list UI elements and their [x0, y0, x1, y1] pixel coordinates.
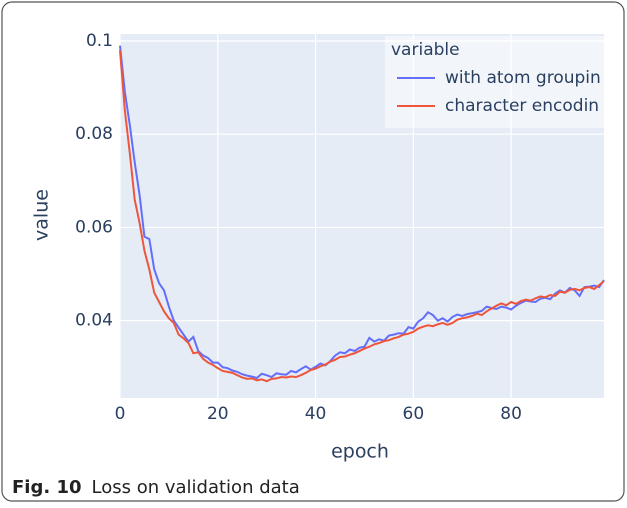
caption: Fig. 10 Loss on validation data — [12, 477, 300, 498]
legend: variable with atom groupin character encod… — [385, 36, 604, 128]
x-tick-label: 40 — [305, 404, 327, 424]
y-tick-label: 0.1 — [86, 31, 113, 51]
x-tick-label: 80 — [500, 404, 522, 424]
x-tick-label: 20 — [207, 404, 229, 424]
x-tick-label: 0 — [115, 404, 126, 424]
y-tick-label: 0.06 — [75, 217, 113, 237]
legend-label: character encodin — [445, 96, 599, 116]
y-axis-title: value — [31, 189, 53, 241]
y-tick-label: 0.08 — [75, 124, 113, 144]
line-series — [119, 50, 605, 383]
caption-label: Fig. 10 — [12, 477, 82, 498]
legend-box — [385, 36, 604, 128]
x-tick-label: 60 — [403, 404, 425, 424]
line-series — [119, 45, 605, 380]
legend-title: variable — [391, 40, 460, 60]
x-axis-title: epoch — [331, 441, 389, 463]
caption-text: Loss on validation data — [92, 477, 300, 498]
legend-label: with atom groupin — [445, 68, 601, 88]
y-tick-label: 0.04 — [75, 311, 113, 331]
